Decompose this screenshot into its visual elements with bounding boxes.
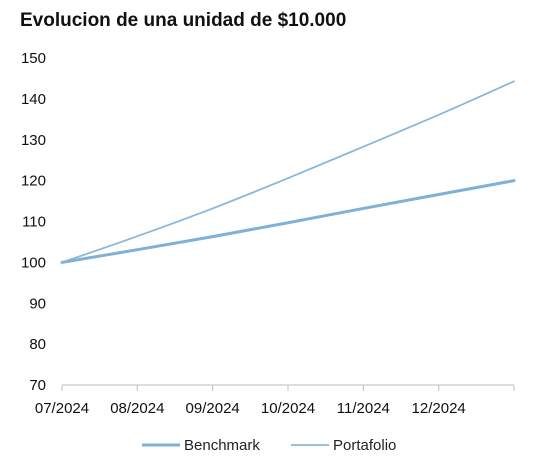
y-tick-label: 80	[29, 336, 46, 353]
series-line-benchmark	[60, 179, 516, 264]
legend: Benchmark Portafolio	[142, 437, 396, 454]
y-tick-label: 120	[21, 173, 46, 190]
x-tick-label: 09/2024	[186, 400, 240, 417]
x-tick-label: 12/2024	[412, 400, 466, 417]
x-tick-label: 11/2024	[337, 400, 390, 417]
legend-label-benchmark: Benchmark	[184, 437, 260, 454]
y-tick-label: 150	[21, 50, 46, 67]
y-tick-label: 140	[21, 91, 46, 108]
y-tick-label: 100	[21, 254, 46, 271]
y-tick-label: 110	[22, 214, 46, 231]
y-axis-labels: 70 80 90 100 110 120 130 140 150	[21, 50, 46, 394]
y-tick-label: 130	[21, 132, 46, 149]
y-tick-label: 70	[29, 377, 46, 394]
series-lines	[60, 80, 516, 264]
y-tick-label: 90	[29, 295, 46, 312]
legend-label-portafolio: Portafolio	[333, 437, 396, 454]
x-tick-label: 10/2024	[261, 400, 315, 417]
chart-title: Evolucion de una unidad de $10.000	[20, 10, 347, 31]
series-line-portafolio	[61, 80, 515, 264]
x-tick-label: 08/2024	[110, 400, 164, 417]
x-tick-label: 07/2024	[35, 400, 89, 417]
x-axis: 07/2024 08/2024 09/2024 10/2024 11/2024 12/20…	[35, 384, 515, 417]
